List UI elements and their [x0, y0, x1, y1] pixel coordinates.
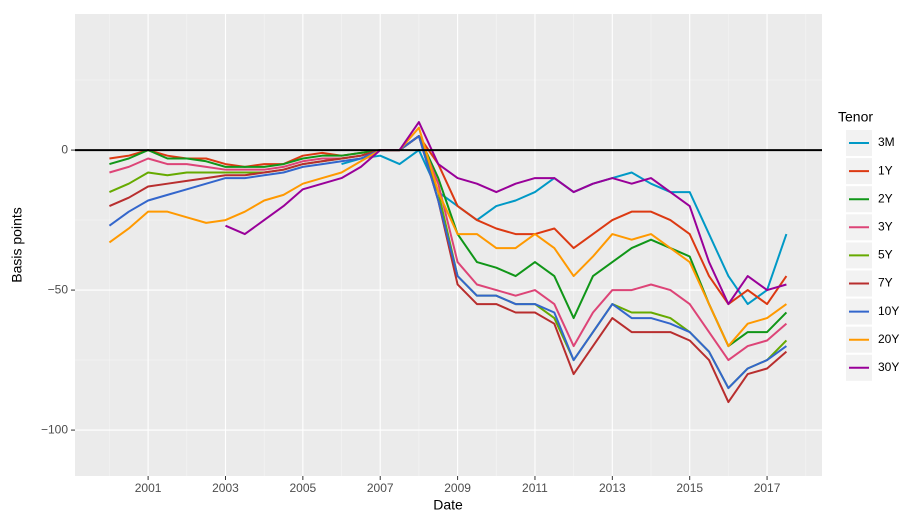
legend-label: 7Y	[878, 276, 893, 290]
series-line	[109, 135, 788, 404]
x-tick-label: 2005	[290, 481, 317, 495]
y-tick-label: −100	[41, 422, 68, 436]
series-line	[108, 126, 787, 348]
legend-label: 5Y	[878, 248, 893, 262]
legend-label: 10Y	[878, 304, 899, 318]
x-tick-label: 2013	[599, 481, 626, 495]
legend-label: 2Y	[878, 191, 893, 205]
legend-label: 1Y	[878, 163, 893, 177]
legend-label: 20Y	[878, 332, 899, 346]
x-tick-label: 2015	[676, 481, 703, 495]
x-tick-label: 2007	[367, 481, 394, 495]
series-line	[109, 135, 788, 362]
y-tick-label: −50	[48, 282, 69, 296]
x-tick-label: 2017	[754, 481, 781, 495]
x-tick-label: 2011	[522, 481, 548, 495]
series-line	[109, 135, 788, 390]
x-tick-label: 2009	[444, 481, 471, 495]
y-axis-title: Basis points	[9, 207, 25, 282]
x-axis-title: Date	[433, 497, 463, 513]
legend-title: Tenor	[838, 109, 873, 125]
x-tick-label: 2003	[212, 481, 239, 495]
series-line	[108, 135, 787, 390]
x-tick-label: 2001	[135, 481, 162, 495]
series-line	[109, 135, 788, 306]
series-line	[225, 121, 787, 306]
legend-label: 3Y	[878, 219, 893, 233]
legend-label: 30Y	[878, 360, 899, 374]
y-tick-label: 0	[61, 142, 68, 156]
legend-label: 3M	[878, 135, 895, 149]
